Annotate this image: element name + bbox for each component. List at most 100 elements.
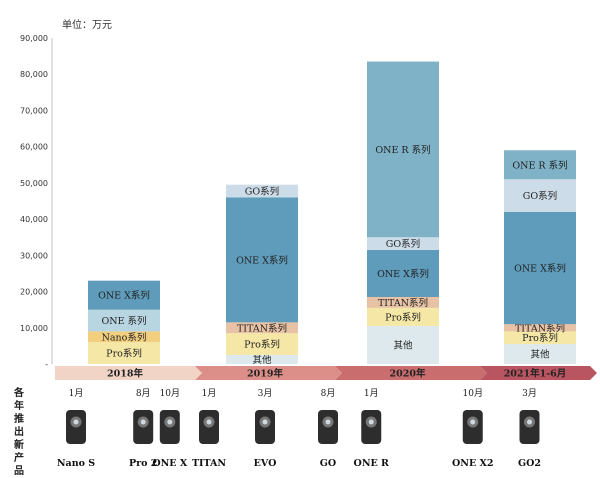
lens-glass-icon [140,419,146,425]
event-month: 8月 [136,388,151,399]
segment-label: ONE 系列 [101,315,146,327]
segment-label: ONE R 系列 [512,159,567,171]
y-tick-label: 20,000 [20,288,48,297]
y-tick-label: 50,000 [20,179,48,188]
event-month: 3月 [258,388,273,399]
lens-glass-icon [527,419,532,425]
segment-label: GO系列 [245,186,279,198]
timeline-arrow [55,366,202,380]
timeline-arrow [480,366,597,380]
lens-glass-icon [167,419,173,425]
year-label: 2020年 [390,368,426,380]
bar-segment [504,179,576,212]
segment-label: Pro系列 [244,339,280,351]
segment-label: ONE X系列 [514,263,566,275]
y-axis: 90,000 80,000 70,000 60,000 50,000 40,000 30,0… [20,34,53,369]
event-month: 1月 [69,388,84,399]
event-month: 10月 [463,388,483,399]
segment-label: ONE X系列 [377,268,429,280]
lens-glass-icon [470,419,476,425]
bar-segment [504,331,576,345]
lens-glass-icon [73,419,79,425]
segment-label: GO系列 [523,190,557,202]
segment-label: ONE R 系列 [375,144,430,156]
side-label-char: 推 [14,412,24,425]
segment-label: TITAN系列 [515,322,565,334]
bar-segment [367,237,439,250]
event-month: 1月 [364,388,379,399]
y-tick-label: 40,000 [20,215,48,224]
segment-label: Pro系列 [522,332,558,344]
bar-segment [226,197,298,323]
side-label-char: 品 [14,465,24,477]
segment-label: ONE X系列 [236,254,288,266]
unit-label: 单位：万元 [62,18,112,31]
product-name: TITAN [192,458,226,469]
year-label: 2018年 [107,368,143,380]
timeline-arrow [195,366,342,380]
segment-label: GO系列 [386,238,420,250]
product-icons: 1月 Nano S 8月 Pro 2 10月 ONE X 1月 TITAN 3月 EVO 8月 GO 1… [57,388,541,469]
product-name: EVO [254,458,277,469]
y-tick-label: 10,000 [20,324,48,333]
segment-label: ONE X系列 [98,290,150,302]
segment-label: Nano系列 [102,331,147,343]
segment-label: 其他 [252,354,272,366]
bar-segment [88,309,160,332]
lens-glass-icon [325,419,331,425]
segment-label: Pro系列 [106,348,142,360]
y-tick-label: - [45,360,48,369]
bar-segment [88,331,160,343]
bar-segment [88,342,160,364]
bar-segment [88,280,160,310]
lens-glass-icon [368,419,374,425]
y-tick-label: 30,000 [20,251,48,260]
bar-segment [367,249,439,297]
y-tick-label: 90,000 [20,34,48,43]
bar-stack-0: Pro系列 Nano系列 ONE 系列 ONE X系列 [88,280,160,364]
camera-icon [255,410,275,444]
lens-glass-icon [206,419,212,425]
year-label: 2021年1-6月 [504,368,567,380]
segment-label: TITAN系列 [378,297,428,309]
side-label-char: 年 [14,399,24,412]
camera-icon [519,410,540,444]
segment-label: 其他 [393,339,413,351]
bar-stack-2: 其他 Pro系列 TITAN系列 ONE X系列 GO系列 ONE R 系列 [367,61,439,364]
y-tick-label: 70,000 [20,106,48,115]
product-name: ONE X [152,458,188,469]
bar-segment [504,211,576,325]
product-name: ONE R [354,458,390,469]
event-month: 10月 [160,388,180,399]
bar-stack-1: 其他 Pro系列 TITAN系列 ONE X系列 GO系列 [226,184,298,366]
camera-icon [133,410,154,444]
segment-label: Pro系列 [385,311,421,323]
side-label-char: 新 [14,438,24,451]
bar-segment [504,344,576,364]
product-name: Nano S [57,458,95,469]
product-name: Pro 2 [129,458,157,469]
product-name: GO2 [518,458,541,469]
bar-segment [504,150,576,180]
event-month: 8月 [321,388,336,399]
y-tick-label: 60,000 [20,143,48,152]
segment-label: 其他 [530,349,550,361]
camera-icon [199,410,219,444]
product-name: GO [320,458,336,469]
camera-icon [462,410,483,444]
side-label-char: 产 [14,451,24,464]
bar-segment [367,307,439,326]
side-label-char: 出 [14,425,24,438]
camera-icon [361,410,382,444]
camera-icon [159,410,180,444]
lens-glass-icon [262,419,268,425]
bar-segment [226,354,298,364]
y-tick-label: 80,000 [20,70,48,79]
side-label-char: 各 [13,386,25,399]
bar-segment [367,325,439,364]
bar-segment [226,322,298,334]
bar-segment [226,333,298,355]
